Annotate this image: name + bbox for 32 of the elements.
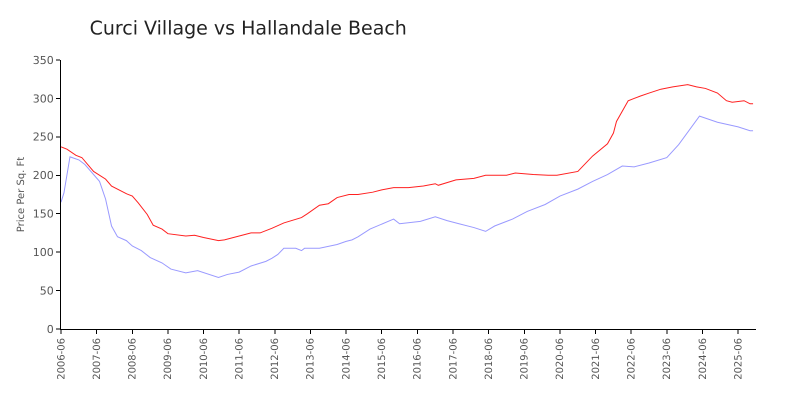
x-tick-label: 2021-06 bbox=[590, 338, 602, 380]
line-series bbox=[61, 116, 754, 278]
x-tick-label: 2015-06 bbox=[376, 338, 388, 380]
x-tick-label: 2018-06 bbox=[484, 338, 495, 380]
y-axis-title: Price Per Sq. Ft bbox=[16, 156, 27, 232]
y-tick-label: 350 bbox=[32, 54, 54, 67]
y-tick-label: 200 bbox=[32, 169, 54, 182]
x-tick-label: 2011-06 bbox=[234, 338, 246, 380]
chart-title: Curci Village vs Hallandale Beach bbox=[90, 18, 407, 40]
x-tick-label: 2013-06 bbox=[306, 338, 317, 380]
x-tick-label: 2016-06 bbox=[412, 338, 424, 380]
x-tick-label: 2012-06 bbox=[270, 338, 282, 380]
x-tick-label: 2024-06 bbox=[698, 338, 709, 380]
x-tick-label: 2019-06 bbox=[520, 338, 531, 380]
x-tick-label: 2007-06 bbox=[92, 338, 103, 380]
x-tick-label: 2025-06 bbox=[733, 338, 744, 380]
x-tick-label: 2010-06 bbox=[198, 338, 210, 380]
y-tick-label: 100 bbox=[32, 246, 54, 259]
y-tick-label: 0 bbox=[46, 322, 54, 336]
x-tick-label: 2006-06 bbox=[56, 338, 68, 380]
x-tick-label: 2022-06 bbox=[626, 338, 638, 380]
y-tick-label: 250 bbox=[32, 130, 54, 144]
y-tick-label: 50 bbox=[40, 284, 54, 298]
x-tick-label: 2020-06 bbox=[555, 338, 566, 380]
x-tick-label: 2017-06 bbox=[448, 338, 460, 380]
x-tick-label: 2008-06 bbox=[128, 338, 139, 380]
y-tick-label: 150 bbox=[32, 208, 54, 221]
y-tick-label: 300 bbox=[32, 92, 54, 106]
x-tick-label: 2014-06 bbox=[341, 338, 352, 380]
line-series bbox=[61, 84, 754, 242]
x-tick-label: 2023-06 bbox=[662, 338, 674, 380]
x-tick-label: 2009-06 bbox=[163, 338, 174, 380]
